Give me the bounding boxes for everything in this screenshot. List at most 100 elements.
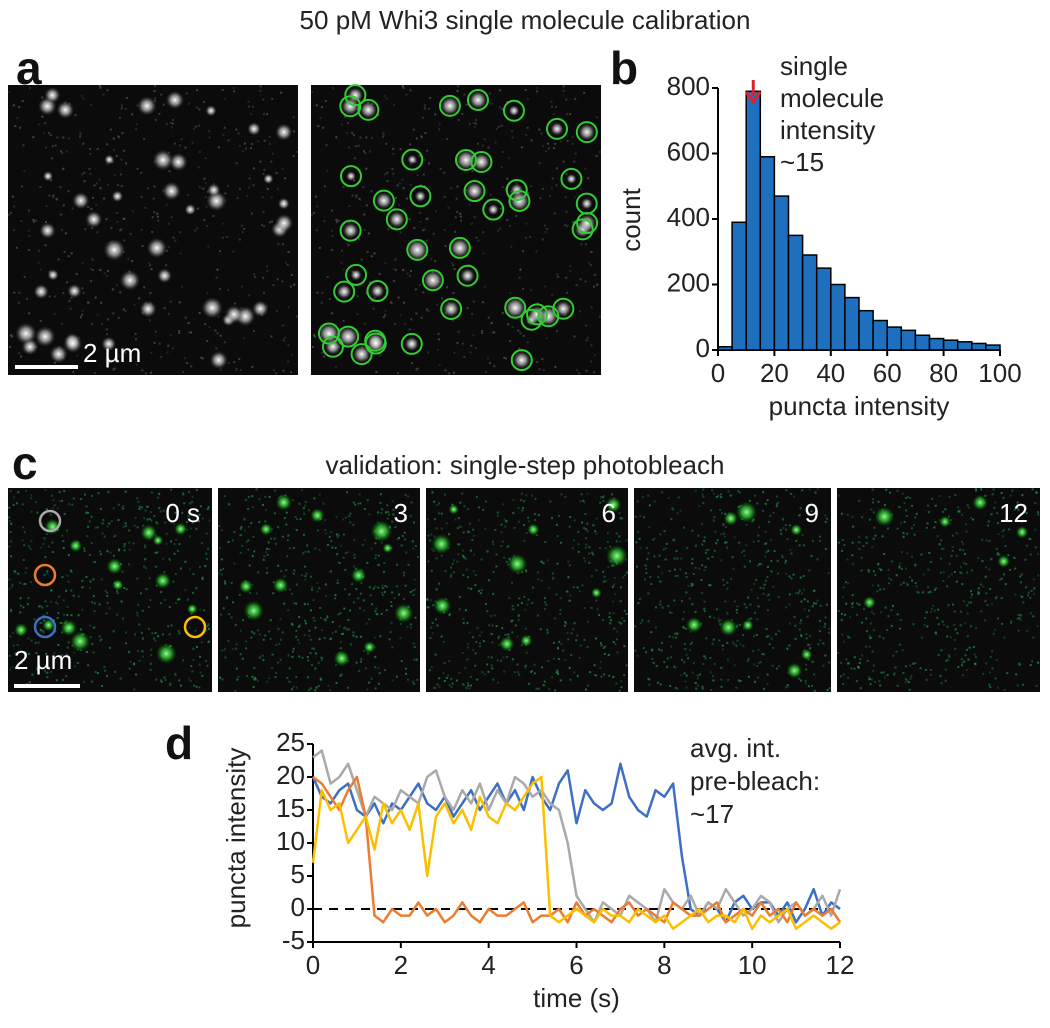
noise <box>525 134 527 136</box>
noise <box>118 136 120 138</box>
noise <box>296 316 298 318</box>
noise <box>134 517 136 519</box>
y-tick-label: 800 <box>667 71 710 101</box>
noise <box>166 123 168 125</box>
noise <box>391 646 393 648</box>
noise <box>240 369 242 371</box>
noise <box>961 583 963 585</box>
noise <box>293 284 295 286</box>
noise <box>409 218 411 220</box>
noise <box>904 681 906 683</box>
noise <box>616 631 618 633</box>
noise <box>507 323 509 325</box>
noise <box>1033 593 1035 595</box>
noise <box>151 231 153 233</box>
noise <box>673 666 675 668</box>
noise <box>360 658 362 660</box>
noise <box>379 355 381 357</box>
noise <box>685 591 687 593</box>
noise <box>509 225 511 227</box>
noise <box>347 687 349 689</box>
noise <box>911 556 913 558</box>
noise <box>280 639 282 641</box>
x-tick-label: 0 <box>306 950 320 980</box>
noise <box>599 547 601 549</box>
noise <box>153 637 155 639</box>
noise <box>254 677 256 679</box>
noise <box>184 357 186 359</box>
noise <box>314 689 316 691</box>
noise <box>928 591 930 593</box>
noise <box>528 599 530 601</box>
noise <box>93 651 95 653</box>
noise <box>30 548 32 550</box>
noise <box>85 576 87 578</box>
noise <box>1027 594 1029 596</box>
noise <box>545 231 547 233</box>
noise <box>669 611 671 613</box>
noise <box>241 225 243 227</box>
noise <box>748 676 750 678</box>
noise <box>786 648 788 650</box>
noise <box>196 489 198 491</box>
noise <box>754 681 756 683</box>
noise <box>466 658 468 660</box>
noise <box>534 513 536 515</box>
noise <box>281 168 283 170</box>
noise <box>784 562 786 564</box>
noise <box>293 569 295 571</box>
noise <box>924 617 926 619</box>
noise <box>459 526 461 528</box>
noise <box>316 229 318 231</box>
noise <box>897 685 899 687</box>
noise <box>894 672 896 674</box>
noise <box>214 330 216 332</box>
noise <box>547 632 549 634</box>
noise <box>970 590 972 592</box>
noise <box>757 677 759 679</box>
noise <box>488 624 490 626</box>
noise <box>410 89 412 91</box>
noise <box>927 569 929 571</box>
noise <box>626 613 628 615</box>
noise <box>474 216 476 218</box>
noise <box>93 184 95 186</box>
noise <box>235 128 237 130</box>
noise <box>224 656 226 658</box>
noise <box>150 352 152 354</box>
noise <box>226 596 228 598</box>
noise <box>282 631 284 633</box>
noise <box>674 633 676 635</box>
noise <box>472 649 474 651</box>
noise <box>891 625 893 627</box>
x-tick-label: 8 <box>657 950 671 980</box>
noise <box>68 554 70 556</box>
spot <box>275 123 292 140</box>
noise <box>844 614 846 616</box>
noise <box>477 240 479 242</box>
noise <box>280 92 282 94</box>
noise <box>89 581 91 583</box>
bar <box>901 330 915 350</box>
noise <box>317 529 319 531</box>
noise <box>114 174 116 176</box>
noise <box>387 511 389 513</box>
noise <box>766 683 768 685</box>
noise <box>436 624 438 626</box>
noise <box>429 637 431 639</box>
noise <box>825 616 827 618</box>
noise <box>19 611 21 613</box>
noise <box>404 538 406 540</box>
noise <box>778 665 780 667</box>
noise <box>564 625 566 627</box>
noise <box>467 576 469 578</box>
noise <box>536 361 538 363</box>
noise <box>245 148 247 150</box>
noise <box>180 568 182 570</box>
noise <box>659 581 661 583</box>
noise <box>679 568 681 570</box>
noise <box>622 577 624 579</box>
noise <box>948 576 950 578</box>
spot <box>112 190 124 202</box>
noise <box>18 302 20 304</box>
